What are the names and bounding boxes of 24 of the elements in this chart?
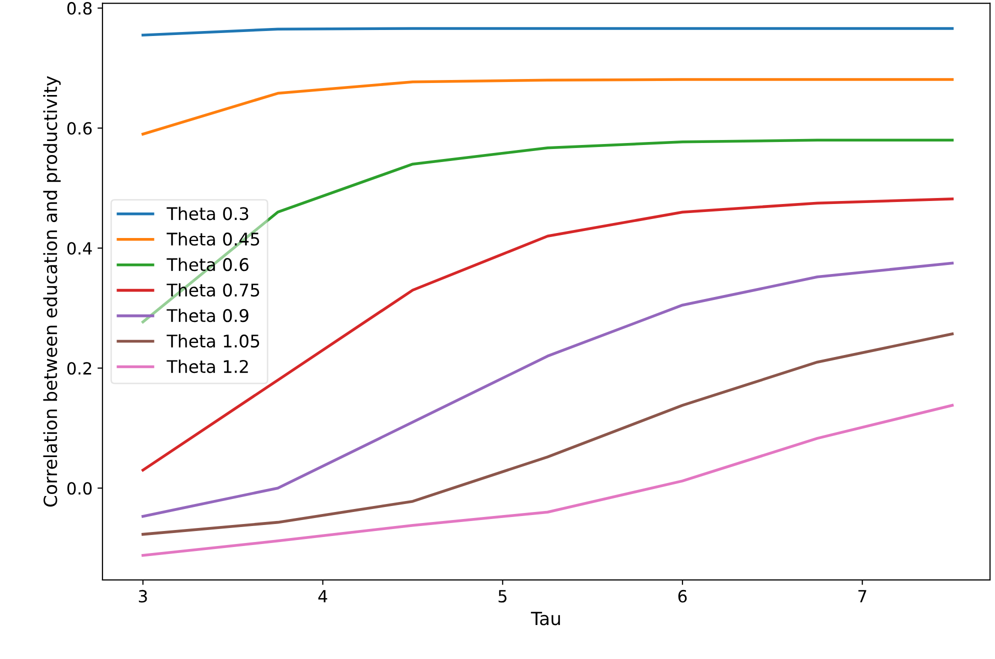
line-series xyxy=(142,332,954,536)
line-series xyxy=(142,138,954,324)
legend-label: Theta 0.6 xyxy=(166,258,248,272)
x-tick-label: 5 xyxy=(498,590,506,603)
x-tick-label: 4 xyxy=(318,590,328,602)
legend-label: Theta 0.45 xyxy=(166,232,260,246)
y-tick-label: 0.6 xyxy=(67,122,92,135)
legend-label: Theta 1.05 xyxy=(166,334,260,348)
y-tick-label: 0.2 xyxy=(67,362,92,375)
legend-label: Theta 1.2 xyxy=(166,360,248,374)
legend-label: Theta 0.9 xyxy=(166,308,248,322)
legend-label: Theta 0.3 xyxy=(166,206,248,220)
y-tick-label: 0.4 xyxy=(67,242,92,255)
line-series xyxy=(142,78,954,136)
x-axis-title: Tau xyxy=(530,612,560,626)
x-tick-label: 6 xyxy=(678,590,687,603)
y-tick-label: 0.0 xyxy=(67,482,92,495)
x-tick-label: 7 xyxy=(858,590,866,602)
y-tick-label: 0.8 xyxy=(67,2,92,15)
x-tick-label: 3 xyxy=(138,590,147,603)
line-series xyxy=(142,404,954,557)
legend-label: Theta 0.75 xyxy=(166,283,260,297)
y-axis-title: Correlation between education and productivity xyxy=(43,76,61,507)
line-series xyxy=(142,198,954,472)
